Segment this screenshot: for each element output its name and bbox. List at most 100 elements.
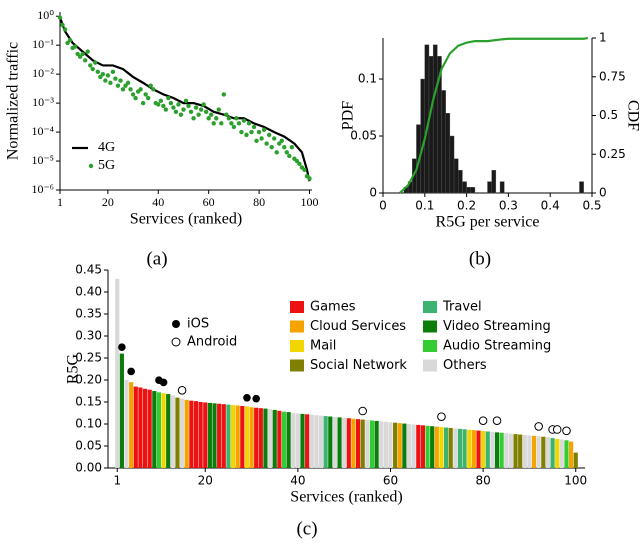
legend-swatch — [290, 301, 304, 313]
point — [277, 141, 282, 146]
point — [173, 109, 179, 115]
bar — [277, 410, 282, 468]
point — [264, 141, 269, 146]
y-tick-label: 0.10 — [75, 417, 102, 431]
marker — [552, 425, 562, 434]
y-tick-label: 10⁻⁴ — [31, 124, 54, 138]
bar — [457, 428, 463, 468]
y-tick-label: 0.05 — [350, 129, 377, 143]
line — [58, 17, 311, 182]
marker — [127, 367, 135, 376]
point — [188, 109, 194, 115]
bar — [263, 408, 268, 468]
marker — [562, 426, 571, 436]
y2-tick-label: 1 — [599, 31, 607, 45]
legend-point — [88, 163, 94, 169]
point — [234, 116, 239, 121]
point — [108, 80, 113, 86]
bar — [573, 452, 578, 468]
bar — [508, 433, 513, 468]
bar — [346, 418, 351, 468]
point — [274, 150, 279, 155]
y-axis-label: R5G — [65, 353, 82, 384]
bar — [434, 426, 439, 468]
point — [125, 80, 131, 86]
point — [72, 44, 78, 49]
bar — [369, 420, 375, 468]
point — [209, 112, 214, 117]
legend-swatch — [290, 340, 304, 352]
y2-axis-label: CDF — [624, 100, 641, 131]
hist-bar — [466, 187, 471, 194]
hist-bar — [449, 135, 455, 194]
bar — [564, 440, 569, 468]
point — [246, 121, 252, 126]
bar — [212, 403, 217, 468]
bar — [115, 278, 120, 468]
bar — [481, 431, 486, 468]
bar — [351, 418, 356, 468]
bar — [518, 434, 523, 468]
point — [103, 78, 108, 83]
hist-bar — [499, 181, 505, 194]
bar — [328, 416, 333, 468]
point — [95, 69, 101, 75]
bar — [411, 424, 416, 468]
hist-bar — [458, 170, 463, 194]
marker — [358, 406, 368, 416]
bar — [360, 419, 365, 468]
bar — [383, 421, 388, 468]
point — [229, 121, 234, 126]
point — [196, 112, 201, 117]
point — [183, 98, 189, 104]
point — [83, 58, 88, 63]
marker — [478, 416, 488, 425]
x-tick-label: 100 — [300, 195, 318, 209]
legend-label: Social Network — [310, 358, 407, 373]
point — [178, 112, 184, 117]
point — [266, 132, 272, 138]
hist-bar — [445, 113, 451, 194]
point — [279, 138, 284, 143]
hist-bar — [453, 158, 459, 194]
point — [90, 66, 95, 72]
bar — [309, 414, 314, 468]
y-tick-label: 10⁰ — [37, 8, 54, 22]
y-tick-label: 0 — [369, 186, 377, 200]
bar — [494, 432, 500, 468]
bar — [332, 416, 338, 468]
bar — [490, 431, 495, 468]
x-tick-label: 0.4 — [541, 199, 560, 213]
hist-bar — [491, 170, 497, 194]
y-tick-label: 0.35 — [75, 307, 102, 321]
legend-swatch — [423, 320, 437, 333]
bar — [156, 392, 162, 468]
bar — [499, 432, 504, 468]
point — [294, 158, 300, 164]
bar — [184, 399, 189, 468]
point — [259, 136, 264, 141]
point — [216, 107, 221, 112]
bar — [314, 415, 319, 468]
point — [282, 145, 287, 150]
x-tick-label: 100 — [564, 474, 587, 488]
y-tick-label: 0.1 — [358, 72, 377, 86]
bar — [147, 389, 152, 468]
point — [193, 105, 199, 110]
marker — [177, 386, 187, 395]
bar — [342, 417, 347, 468]
caption: (a) — [146, 248, 167, 269]
bar — [416, 424, 421, 468]
y-tick-label: 10⁻⁶ — [31, 182, 54, 196]
x-tick-label: 60 — [383, 474, 398, 488]
legend-marker — [172, 320, 180, 328]
point — [138, 87, 143, 92]
point — [219, 121, 224, 126]
point — [130, 92, 136, 97]
point — [297, 161, 302, 167]
y-tick-label: 0.15 — [75, 395, 102, 409]
legend-label: Travel — [442, 300, 482, 315]
legend-swatch — [290, 359, 304, 372]
point — [161, 103, 166, 109]
bar — [485, 431, 490, 468]
